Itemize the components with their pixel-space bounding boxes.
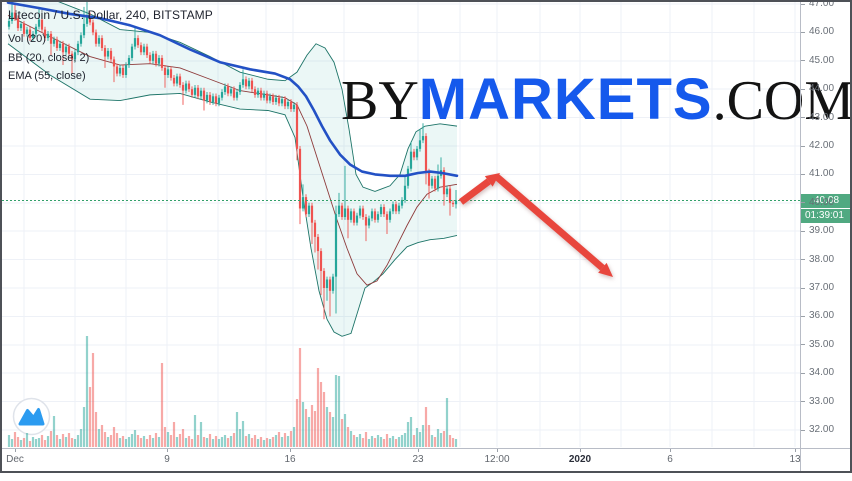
price-axis-tick xyxy=(801,344,805,346)
price-axis-tick xyxy=(801,287,805,289)
price-axis-label: 35.00 xyxy=(809,338,835,350)
volume-bars xyxy=(7,336,458,447)
price-axis-tick xyxy=(801,202,805,204)
price-axis-label: 32.00 xyxy=(809,424,835,435)
time-axis-label: 16 xyxy=(284,454,296,465)
time-axis-separator xyxy=(2,448,850,449)
time-axis-label: 2020 xyxy=(568,454,592,465)
time-axis-tick xyxy=(418,448,419,452)
price-axis-label: 47.00 xyxy=(809,0,835,9)
time-axis-tick xyxy=(795,448,796,452)
tradingview-logo-icon xyxy=(12,397,51,436)
time-axis-tick xyxy=(497,448,498,452)
price-axis-tick xyxy=(801,372,805,374)
time-axis-label: Dec xyxy=(6,454,24,465)
bar-countdown-badge: 01:39:01 xyxy=(801,208,852,223)
bollinger-basis-line xyxy=(7,14,458,286)
time-axis-label: 23 xyxy=(412,454,424,465)
price-axis-label: 38.00 xyxy=(809,253,835,265)
price-axis-label: 34.00 xyxy=(809,367,835,379)
bollinger-band-fill xyxy=(8,0,457,337)
time-axis-label: 6 xyxy=(667,454,673,465)
time-axis-tick xyxy=(580,448,581,452)
time-axis-tick xyxy=(290,448,291,452)
price-axis-tick xyxy=(801,173,805,175)
time-axis-tick xyxy=(670,448,671,452)
price-axis-label: 41.00 xyxy=(809,168,835,180)
price-axis-tick xyxy=(801,259,805,261)
price-axis-label: 42.00 xyxy=(809,140,835,151)
price-axis-tick xyxy=(801,3,805,5)
price-axis-tick xyxy=(801,401,805,403)
price-axis-label: 33.00 xyxy=(809,395,835,407)
time-axis-tick xyxy=(15,448,16,452)
candles xyxy=(7,0,458,320)
price-axis-label: 37.00 xyxy=(809,282,835,293)
bollinger-lower-band xyxy=(7,43,458,337)
price-axis[interactable]: 47.00 46.00 45.00 44.00 43.00 42.00 41.00 40.00… xyxy=(801,0,852,448)
time-axis-label: 13 xyxy=(789,454,801,465)
time-axis-label: 9 xyxy=(164,454,170,465)
price-axis-tick xyxy=(801,145,805,147)
last-price-badge: 40.08 xyxy=(801,193,852,208)
price-axis-label: 46.00 xyxy=(809,26,835,38)
price-axis-tick xyxy=(801,31,805,33)
time-axis-tick xyxy=(167,448,168,452)
time-axis[interactable]: Dec 9 16 23 12:00 2020 6 13 xyxy=(0,448,852,473)
ema-line xyxy=(6,1,459,178)
price-axis-tick xyxy=(801,230,805,232)
time-axis-label: 12:00 xyxy=(484,454,510,465)
price-axis-label: 39.00 xyxy=(809,225,835,237)
price-axis-label: 45.00 xyxy=(809,54,835,66)
price-axis-tick xyxy=(801,88,805,90)
price-axis-tick xyxy=(801,60,805,62)
price-axis-separator xyxy=(800,2,801,471)
price-axis-label: 36.00 xyxy=(809,310,835,322)
price-axis-tick xyxy=(801,117,805,119)
price-axis-tick xyxy=(801,429,805,431)
price-axis-label: 43.00 xyxy=(809,111,835,123)
price-axis-label: 40.00 xyxy=(809,196,835,208)
gridlines xyxy=(2,2,800,447)
price-axis-tick xyxy=(801,315,805,317)
price-axis-label: 44.00 xyxy=(809,83,835,95)
